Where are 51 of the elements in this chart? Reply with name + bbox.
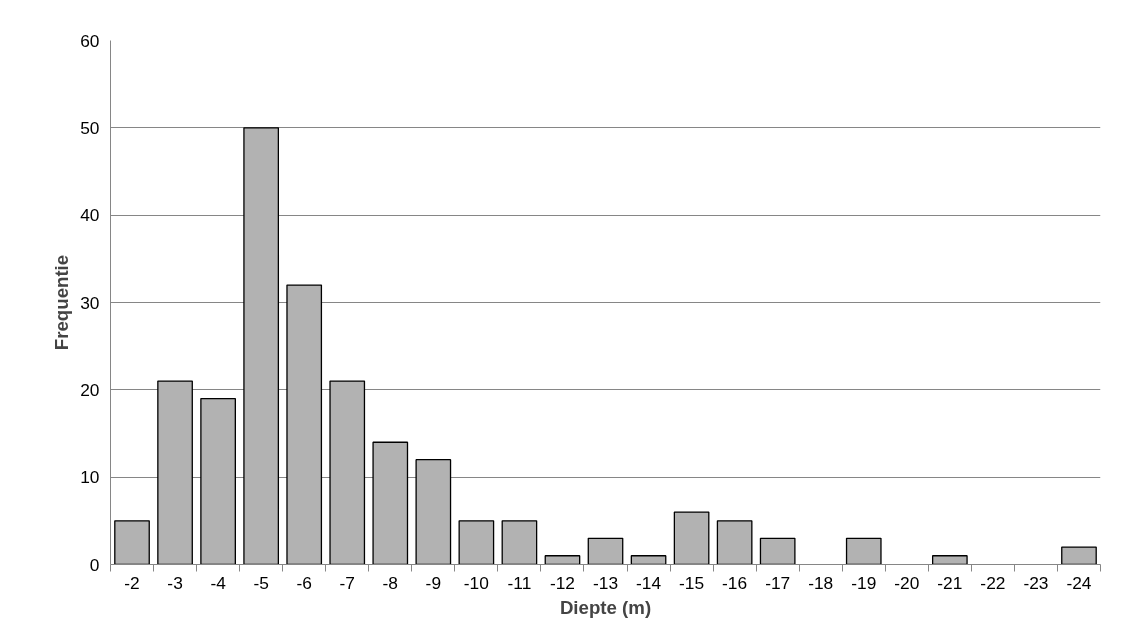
x-tick-label: -23: [1023, 572, 1049, 593]
x-tick-label: -17: [765, 572, 791, 593]
bar: [114, 520, 150, 565]
bar: [458, 520, 495, 565]
y-tick-label: 0: [89, 554, 100, 575]
x-tick-label: -10: [463, 572, 489, 593]
y-axis-title: Frequentie: [51, 254, 73, 351]
x-tick-label: -13: [592, 572, 619, 593]
bar: [673, 511, 710, 565]
y-tick-label: 50: [80, 117, 100, 138]
bar: [329, 380, 366, 565]
x-tick-label: -15: [679, 572, 705, 593]
bar: [845, 537, 882, 565]
bar: [501, 520, 538, 565]
y-tick-label: 30: [80, 292, 100, 313]
x-tick-label: -12: [549, 572, 575, 593]
bar: [759, 537, 796, 565]
y-tick-label: 10: [80, 467, 100, 488]
x-tick-label: -8: [382, 572, 398, 593]
x-tick-label: -3: [167, 572, 183, 593]
x-tick-label: -22: [980, 572, 1006, 593]
x-tick-label: -24: [1066, 572, 1092, 593]
x-tick-label: -6: [296, 572, 312, 593]
x-tick-label: -11: [507, 572, 532, 593]
x-tick-label: -4: [210, 572, 227, 593]
x-tick-label: -5: [253, 572, 269, 593]
x-tick-label: -7: [339, 572, 355, 593]
bar: [716, 520, 753, 565]
bar: [415, 459, 452, 565]
x-tick-label: -19: [851, 572, 877, 593]
x-tick-label: -9: [425, 572, 442, 593]
bar: [372, 441, 409, 565]
x-tick-label: -21: [937, 572, 963, 593]
bar: [931, 555, 968, 565]
bar: [243, 127, 280, 565]
y-tick-label: 60: [80, 30, 100, 51]
bar: [157, 380, 193, 565]
x-axis-title: Diepte (m): [559, 596, 652, 618]
x-tick-label: -18: [808, 572, 834, 593]
y-tick-label: 40: [80, 205, 100, 226]
x-tick-label: -2: [124, 572, 140, 593]
bar: [587, 537, 624, 565]
y-tick-label: 20: [80, 379, 100, 400]
bar: [544, 555, 581, 565]
x-tick-label: -14: [636, 572, 662, 593]
bar: [630, 555, 667, 565]
bar: [200, 397, 236, 565]
x-tick-label: -20: [894, 572, 920, 593]
bar: [286, 284, 323, 565]
bar: [1061, 546, 1097, 565]
x-tick-label: -16: [722, 572, 748, 593]
